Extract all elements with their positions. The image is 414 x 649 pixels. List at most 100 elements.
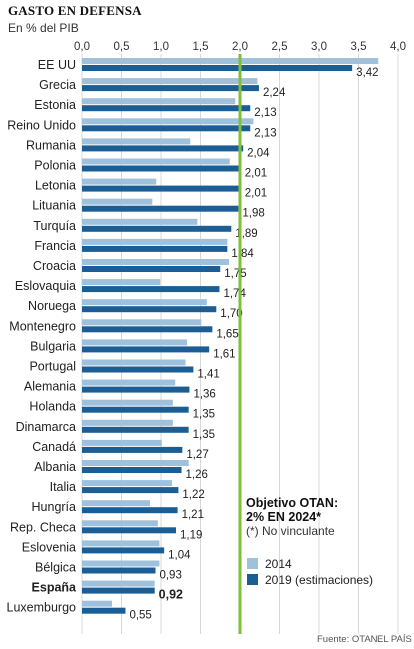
category-label: Holanda: [29, 400, 76, 414]
bar-2019: [82, 527, 177, 534]
value-label: 2,13: [254, 127, 276, 139]
bar-2014: [82, 299, 207, 306]
bar-2014: [82, 379, 176, 386]
bar-2019: [82, 165, 241, 172]
source-note: Fuente: OTAN.: [317, 634, 380, 645]
category-label: Francia: [34, 239, 76, 253]
bar-2014: [82, 98, 236, 105]
legend: 2014 2019 (estimaciones): [247, 557, 373, 587]
bar-2019: [82, 406, 189, 413]
value-label: 1,36: [193, 389, 215, 401]
value-label: 1,26: [186, 469, 208, 481]
value-label: 1,41: [197, 369, 219, 381]
bar-2014: [82, 279, 161, 286]
category-label: Lituania: [32, 199, 76, 213]
bar-2014: [82, 178, 157, 185]
value-label: 0,93: [159, 570, 181, 582]
bar-2019: [82, 366, 194, 373]
bar-2019: [82, 446, 183, 453]
bar-2014: [82, 158, 230, 165]
bar-2014: [82, 460, 189, 466]
value-label: 1,84: [231, 248, 254, 260]
category-label: Grecia: [39, 78, 76, 92]
category-label: Turquía: [33, 219, 76, 233]
bar-2019: [82, 85, 259, 92]
value-label: 3,42: [356, 67, 378, 79]
bar-2019: [82, 567, 156, 574]
category-label: Italia: [50, 480, 76, 494]
bar-2014: [82, 399, 173, 406]
value-label: 2,24: [263, 87, 286, 99]
bar-2019: [82, 105, 251, 112]
x-tick-label: 2,5: [272, 41, 288, 53]
x-tick-label: 2,0: [232, 41, 248, 53]
bar-2014: [82, 118, 254, 125]
category-label: Portugal: [29, 360, 76, 374]
bar-2019: [82, 286, 220, 293]
x-tick-label: 4,0: [390, 41, 406, 53]
chart-subtitle: En % del PIB: [8, 21, 79, 35]
bar-2019: [82, 65, 353, 71]
category-label: Rep. Checa: [10, 520, 76, 534]
nato-target-note: (*) No vinculante: [246, 524, 335, 538]
category-label: Eslovaquia: [15, 279, 76, 293]
nato-target-annotation: Objetivo OTAN: 2% EN 2024* (*) No vincul…: [246, 496, 338, 538]
category-label: Bélgica: [35, 561, 76, 575]
value-label: 1,27: [186, 449, 208, 461]
x-tick-label: 3,0: [311, 41, 327, 53]
bars: [82, 58, 379, 614]
bar-2019: [82, 225, 232, 232]
category-label: Hungría: [32, 500, 77, 514]
bar-2019: [82, 125, 251, 132]
value-label: 1,19: [180, 529, 202, 541]
value-label: 1,75: [224, 268, 246, 280]
value-label: 1,35: [193, 409, 215, 421]
bar-2014: [82, 138, 191, 145]
legend-swatch-2019: [247, 574, 258, 585]
chart-title: GASTO EN DEFENSA: [8, 3, 142, 18]
x-tick-label: 3,5: [351, 41, 367, 53]
x-tick-label: 0,5: [114, 41, 130, 53]
bar-2014: [82, 540, 160, 547]
category-label: Eslovenia: [22, 540, 76, 554]
x-tick-label: 1,5: [193, 41, 209, 53]
bar-2014: [82, 580, 155, 587]
category-label: Montenegro: [9, 319, 76, 333]
bar-2019: [82, 185, 241, 192]
bar-2014: [82, 218, 198, 225]
nato-target-label-2: 2% EN 2024*: [246, 510, 321, 524]
category-label: Polonia: [34, 159, 76, 173]
value-label: 1,74: [223, 288, 246, 300]
bar-2019: [82, 607, 126, 614]
value-label: 1,65: [216, 328, 238, 340]
bar-2019: [82, 266, 221, 272]
category-label: Croacia: [33, 259, 76, 273]
bar-2019: [82, 145, 244, 152]
bar-2014: [82, 198, 153, 205]
nato-target-label-1: Objetivo OTAN:: [246, 496, 338, 510]
bar-2019: [82, 467, 182, 473]
bar-2019: [82, 326, 213, 333]
bar-2019: [82, 507, 178, 514]
bar-2014: [82, 359, 186, 366]
category-label: Estonia: [34, 98, 76, 112]
value-label: 1,21: [182, 509, 204, 521]
value-label: 1,35: [193, 429, 215, 441]
bar-2014: [82, 480, 173, 487]
x-axis-ticks: 0,0 0,5 1,0 1,5 2,0 2,5 3,0 3,5 4,0: [74, 41, 406, 53]
value-label: 1,70: [220, 308, 242, 320]
value-label: 2,13: [254, 107, 276, 119]
category-label: Noruega: [28, 299, 76, 313]
value-label: 2,01: [245, 188, 267, 200]
category-labels: EE UU Grecia Estonia Reino Unido Rumania Polo…: [7, 58, 78, 615]
category-label: EE UU: [38, 58, 76, 72]
bar-2019: [82, 547, 165, 554]
brand-label: EL PAÍS: [377, 634, 412, 645]
category-label: España: [32, 581, 78, 595]
category-label: Rumania: [26, 138, 76, 152]
category-label: Dinamarca: [16, 420, 76, 434]
category-label: Alemania: [24, 380, 76, 394]
bar-2014: [82, 78, 258, 85]
category-label: Letonia: [35, 179, 76, 193]
